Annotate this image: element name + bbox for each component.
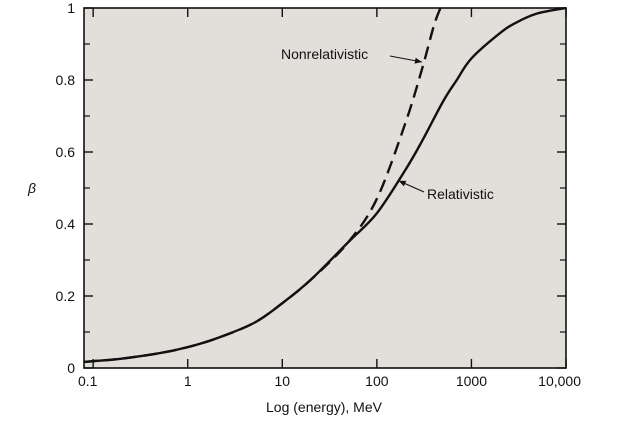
nonrelativistic-annotation: Nonrelativistic — [281, 46, 423, 64]
nonrelativistic-label: Nonrelativistic — [281, 46, 368, 62]
x-tick-label: 10 — [275, 373, 291, 389]
relativistic-label: Relativistic — [427, 186, 494, 202]
x-tick-label: 1 — [184, 373, 192, 389]
plot-area — [83, 7, 567, 369]
x-tick-label: 1000 — [456, 373, 487, 389]
x-axis-title: Log (energy), MeV — [266, 399, 383, 415]
relativistic-arrow-head — [398, 180, 407, 187]
y-tick-label: 0.2 — [56, 288, 76, 304]
x-tick-label: 0.1 — [78, 373, 98, 389]
y-tick-label: 0.8 — [56, 72, 76, 88]
nonrelativistic-arrow-head — [414, 57, 422, 64]
y-axis-title: β — [27, 180, 36, 196]
x-tick-label: 10,000 — [538, 373, 581, 389]
relativistic-curve — [83, 6, 567, 364]
y-tick-label: 0.4 — [56, 216, 76, 232]
relativistic-annotation: Relativistic — [398, 180, 494, 202]
y-tick-label: 0.6 — [56, 144, 76, 160]
y-tick-label: 1 — [67, 0, 75, 16]
x-tick-label: 100 — [365, 373, 389, 389]
y-tick-label: 0 — [67, 360, 75, 376]
